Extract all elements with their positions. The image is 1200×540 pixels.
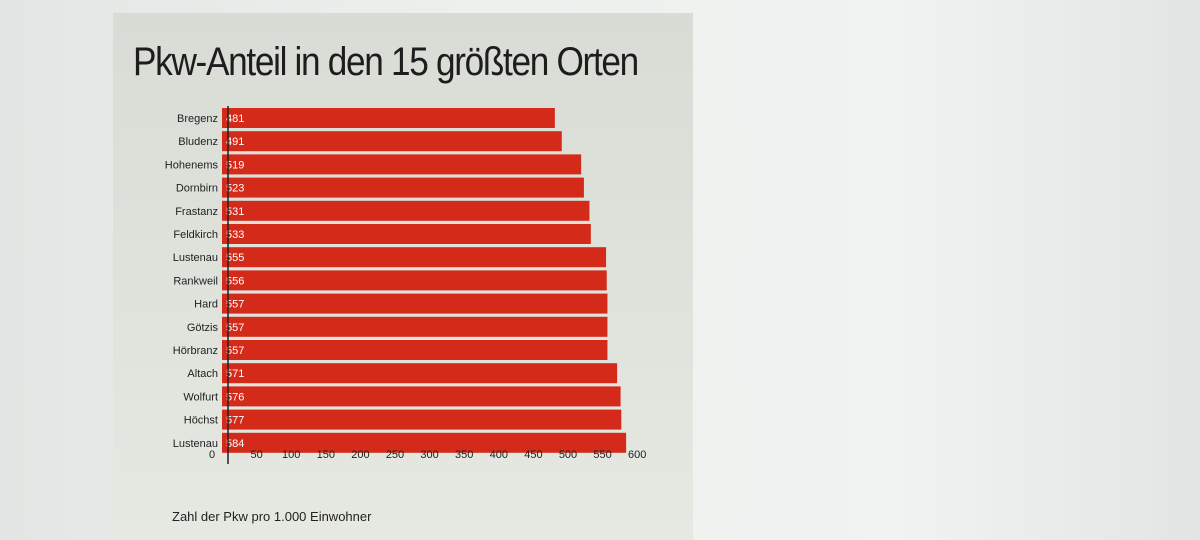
category-label: Götzis <box>187 322 219 334</box>
x-tick-label: 200 <box>351 449 369 461</box>
x-tick-label: 250 <box>386 449 404 461</box>
category-label: Lustenau <box>173 438 218 450</box>
bar <box>222 247 607 268</box>
category-label: Lustenau <box>173 252 218 264</box>
bar-value-label: 523 <box>226 183 244 195</box>
bars-layer: 481 Bregenz 491 Bludenz 519 Hohenems 523 Dornbi… <box>165 108 627 453</box>
bar-value-label: 584 <box>226 438 244 450</box>
category-label: Dornbirn <box>176 183 218 195</box>
bar-value-label: 481 <box>226 113 244 125</box>
category-label: Feldkirch <box>173 229 218 241</box>
x-tick-label: 100 <box>282 449 300 461</box>
category-label: Hohenems <box>165 159 219 171</box>
x-tick-label: 550 <box>593 449 611 461</box>
x-axis-ticks: 0 50 100 150 200 250 300 350 400 450 500 550 600 <box>209 449 646 461</box>
bar-value-label: 491 <box>226 136 244 148</box>
bar <box>222 386 621 407</box>
bar <box>222 432 627 453</box>
category-label: Frastanz <box>175 206 218 218</box>
x-tick-label: 350 <box>455 449 473 461</box>
category-label: Höchst <box>184 415 218 427</box>
bar <box>222 409 622 430</box>
chart-title: Pkw-Anteil in den 15 größten Orten <box>133 40 639 84</box>
bar-value-label: 576 <box>226 391 244 403</box>
bar <box>222 293 608 314</box>
bar-value-label: 557 <box>226 322 244 334</box>
bar-value-label: 531 <box>226 206 244 218</box>
category-label: Hörbranz <box>173 345 218 357</box>
category-label: Wolfurt <box>183 391 218 403</box>
bar <box>222 270 607 291</box>
x-axis-label: Zahl der Pkw pro 1.000 Einwohner <box>172 509 372 524</box>
bar-value-label: 555 <box>226 252 244 264</box>
x-tick-label: 600 <box>628 449 646 461</box>
category-label: Altach <box>187 368 218 380</box>
bar <box>222 108 555 128</box>
category-label: Bregenz <box>177 113 218 125</box>
category-label: Rankweil <box>173 275 218 287</box>
bar-value-label: 571 <box>226 368 244 380</box>
x-tick-label: 50 <box>250 449 262 461</box>
bar <box>222 154 582 175</box>
bar <box>222 131 562 152</box>
bar <box>222 316 608 337</box>
bar <box>222 340 608 360</box>
bar <box>222 177 584 198</box>
x-tick-label: 0 <box>209 449 215 461</box>
bar-value-label: 557 <box>226 345 244 357</box>
bar-value-label: 556 <box>226 275 244 287</box>
bar-value-label: 557 <box>226 299 244 311</box>
x-tick-label: 150 <box>317 449 335 461</box>
bar <box>222 200 590 221</box>
category-label: Hard <box>194 299 218 311</box>
x-tick-label: 300 <box>420 449 438 461</box>
category-label: Bludenz <box>178 136 218 148</box>
bar <box>222 363 618 384</box>
bar-value-label: 577 <box>226 415 244 427</box>
bar-value-label: 519 <box>226 159 244 171</box>
x-tick-label: 450 <box>524 449 542 461</box>
bar <box>222 224 591 244</box>
bar-value-label: 533 <box>226 229 244 241</box>
x-tick-label: 500 <box>559 449 577 461</box>
x-tick-label: 400 <box>490 449 508 461</box>
